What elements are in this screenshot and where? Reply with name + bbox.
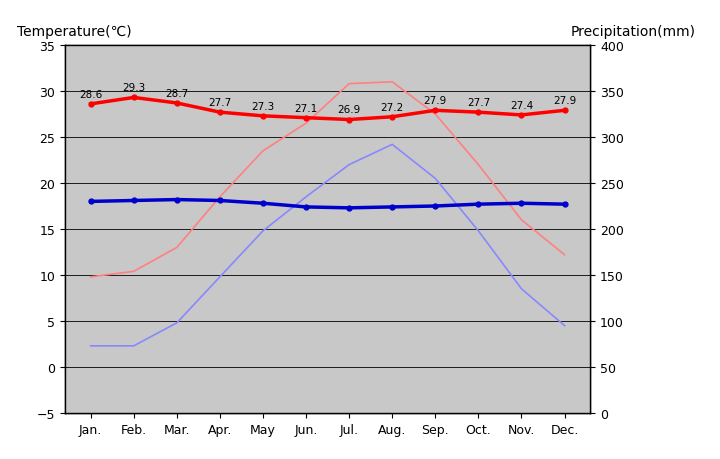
- Text: 27.3: 27.3: [251, 101, 274, 112]
- Bar: [462, 285, 478, 413]
- Text: Temperature(℃): Temperature(℃): [17, 25, 132, 39]
- Text: 27.7: 27.7: [467, 98, 490, 108]
- Text: Precipitation(mm): Precipitation(mm): [570, 25, 696, 39]
- Text: 27.9: 27.9: [423, 96, 447, 106]
- Bar: [349, 262, 366, 413]
- Bar: [247, 294, 263, 413]
- Bar: [117, 358, 134, 413]
- Bar: [263, 298, 279, 413]
- Text: 27.2: 27.2: [381, 102, 404, 112]
- Bar: [134, 372, 150, 413]
- Text: 29.3: 29.3: [122, 83, 145, 93]
- Bar: [436, 234, 451, 413]
- Text: 28.7: 28.7: [165, 89, 189, 99]
- Text: 28.6: 28.6: [79, 90, 102, 100]
- Bar: [376, 308, 392, 413]
- Bar: [333, 358, 349, 413]
- Legend: Kampala Prcp., Tokyo Prcp., Kampala High
Temp., Kampala Low
Temp., Tokyo High Te: Kampala Prcp., Tokyo Prcp., Kampala High…: [444, 51, 585, 198]
- Bar: [289, 353, 306, 413]
- Bar: [548, 326, 564, 413]
- Text: 27.4: 27.4: [510, 101, 533, 111]
- Text: 27.9: 27.9: [553, 96, 576, 106]
- Bar: [220, 303, 236, 413]
- Bar: [419, 303, 436, 413]
- Text: 27.7: 27.7: [208, 98, 232, 108]
- Text: 26.9: 26.9: [338, 105, 361, 115]
- Bar: [91, 376, 107, 413]
- Bar: [564, 376, 581, 413]
- Bar: [505, 317, 521, 413]
- Text: 27.1: 27.1: [294, 103, 318, 113]
- Bar: [306, 266, 323, 413]
- Bar: [392, 266, 408, 413]
- Bar: [74, 353, 91, 413]
- Bar: [161, 294, 177, 413]
- Bar: [177, 298, 193, 413]
- Bar: [478, 275, 495, 413]
- Bar: [521, 285, 538, 413]
- Bar: [204, 271, 220, 413]
